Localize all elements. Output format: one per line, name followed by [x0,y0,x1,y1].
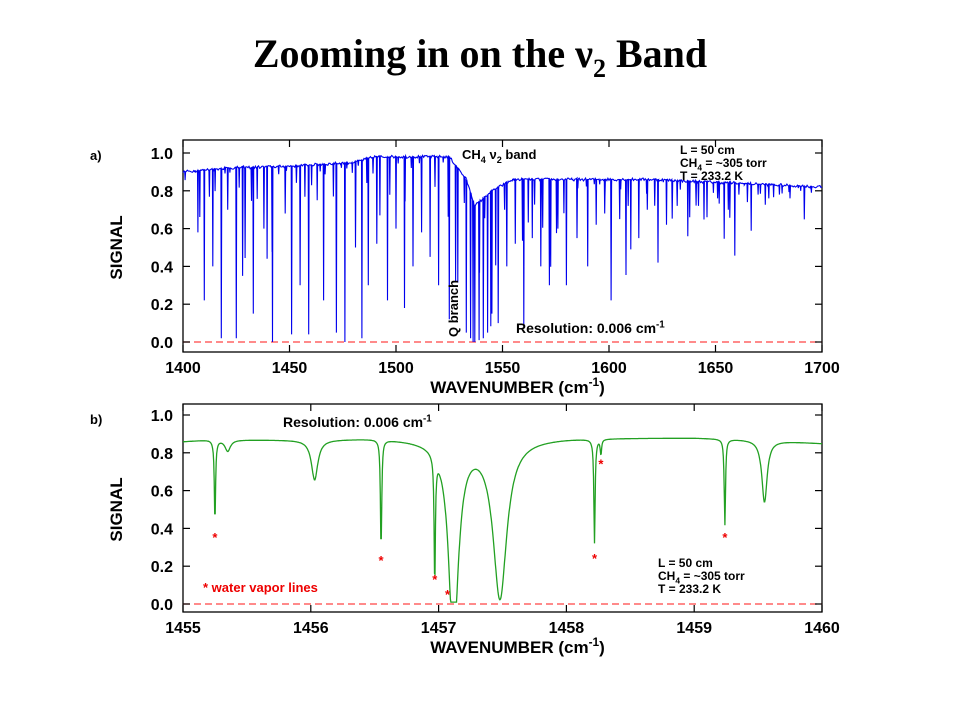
y-tick-label: 0.4 [151,259,173,276]
panel-label: a) [90,148,102,163]
x-tick-label: 1550 [485,360,521,377]
x-tick-label: 1650 [698,360,734,377]
spectrum-line [182,153,823,343]
resolution-label: Resolution: 0.006 cm-1​ [516,319,665,336]
x-tick-label: 1458 [549,620,585,637]
y-tick-label: 1.0 [151,408,173,425]
water-vapor-marker: * [598,456,604,471]
x-tick-label: 1457 [421,620,457,637]
water-vapor-marker: * [592,551,598,566]
y-tick-label: 0.4 [151,521,173,538]
y-tick-label: 0.6 [151,222,173,239]
x-tick-label: 1700 [804,360,840,377]
x-tick-label: 1500 [378,360,414,377]
y-tick-label: 0.2 [151,297,173,314]
slide-title-main: Zooming in on the ν [252,31,593,76]
x-tick-label: 1400 [165,360,201,377]
condition-text: CH4​ = ~305 torr [680,156,767,173]
condition-text: CH4​ = ~305 torr [658,569,745,586]
plot-frame [182,403,823,613]
condition-text: T = 233.2 K [658,582,721,596]
slide-title: Zooming in on the ν2 Band [0,34,960,82]
x-tick-label: 1456 [293,620,329,637]
y-tick-label: 0.6 [151,484,173,501]
chart-panel-b: 0.0 0.2 0.4 0.6 0.8 1.0 1455 1456 1457 1458 1459 14… [90,403,840,657]
q-branch-label: Q branch [446,280,461,337]
condition-text: L = 50 cm [658,556,713,570]
water-vapor-marker: * [722,530,728,545]
slide-title-subscript: 2 [592,54,606,83]
water-vapor-marker: * [379,553,385,568]
y-axis-label: SIGNAL [107,215,126,279]
y-tick-label: 0.0 [151,597,173,614]
x-axis-label: WAVENUMBER (cm-1​) [430,635,605,657]
spectrum-line [183,437,822,603]
water-vapor-marker: * [445,587,451,602]
resolution-label: Resolution: 0.006 cm-1​ [283,413,432,430]
x-tick-label: 1459 [676,620,712,637]
panel-label: b) [90,412,102,427]
x-axis-label: WAVENUMBER (cm-1​) [430,375,605,397]
legend-label: * water vapor lines [203,580,318,595]
water-vapor-marker: * [212,530,218,545]
slide-title-end: Band [605,31,708,76]
x-tick-label: 1460 [804,620,840,637]
x-tick-label: 1450 [272,360,308,377]
y-tick-label: 0.2 [151,559,173,576]
y-tick-label: 0.8 [151,184,173,201]
x-tick-label: 1455 [165,620,201,637]
y-tick-label: 0.8 [151,446,173,463]
band-label: CH4​ ν2​ band [462,147,536,165]
y-tick-label: 0.0 [151,335,173,352]
water-vapor-marker: * [432,572,438,587]
condition-text: L = 50 cm [680,143,735,157]
y-axis-label: SIGNAL [107,477,126,541]
chart-panel-a: 0.0 0.2 0.4 0.6 0.8 1.0 1400 1450 1500 1550 1600 16… [90,139,840,397]
y-tick-label: 1.0 [151,146,173,163]
x-tick-label: 1600 [591,360,627,377]
condition-text: T = 233.2 K [680,169,743,183]
